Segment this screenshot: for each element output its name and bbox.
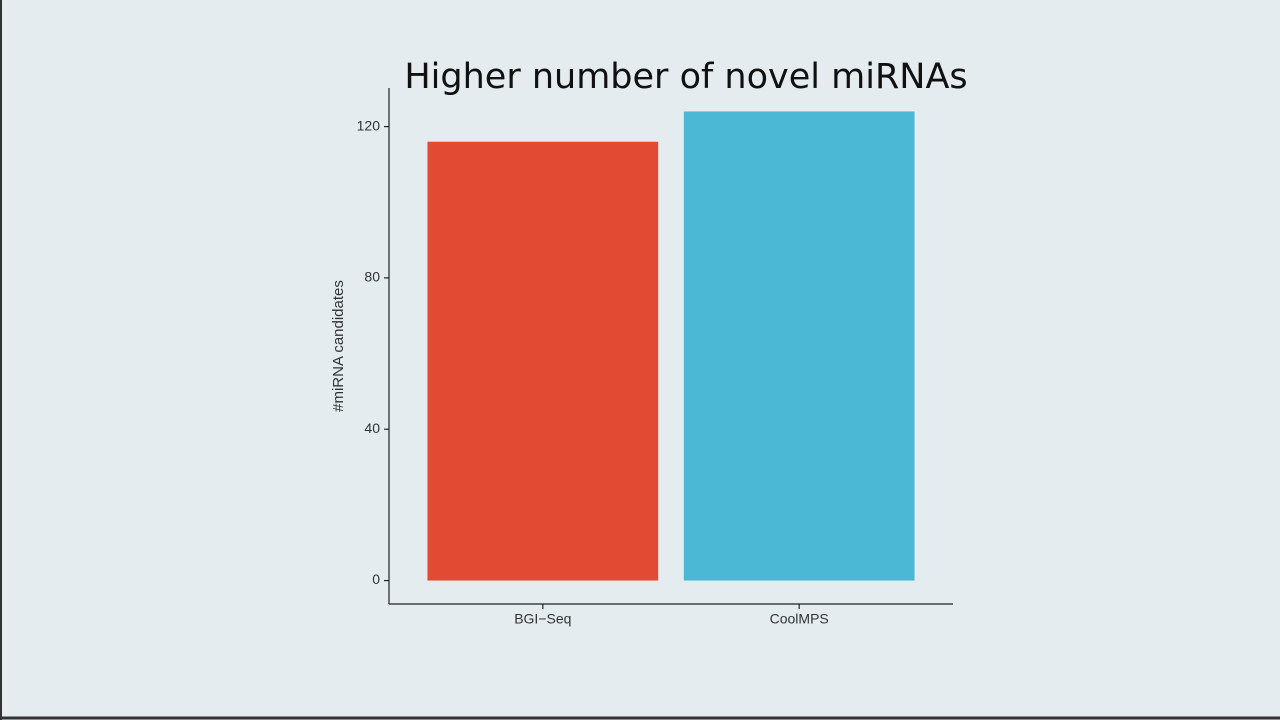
bar [683,111,915,581]
x-tick-label: CoolMPS [770,611,829,627]
bar [427,141,659,581]
chart-title: Higher number of novel miRNAs [404,57,967,97]
y-tick-label: 0 [372,571,380,587]
y-tick-label: 120 [357,117,381,133]
x-tick-label: BGI−Seq [514,611,571,627]
y-axis-label: #miRNA candidates [330,280,347,412]
y-tick-label: 80 [364,269,380,285]
y-tick-label: 40 [364,420,380,436]
